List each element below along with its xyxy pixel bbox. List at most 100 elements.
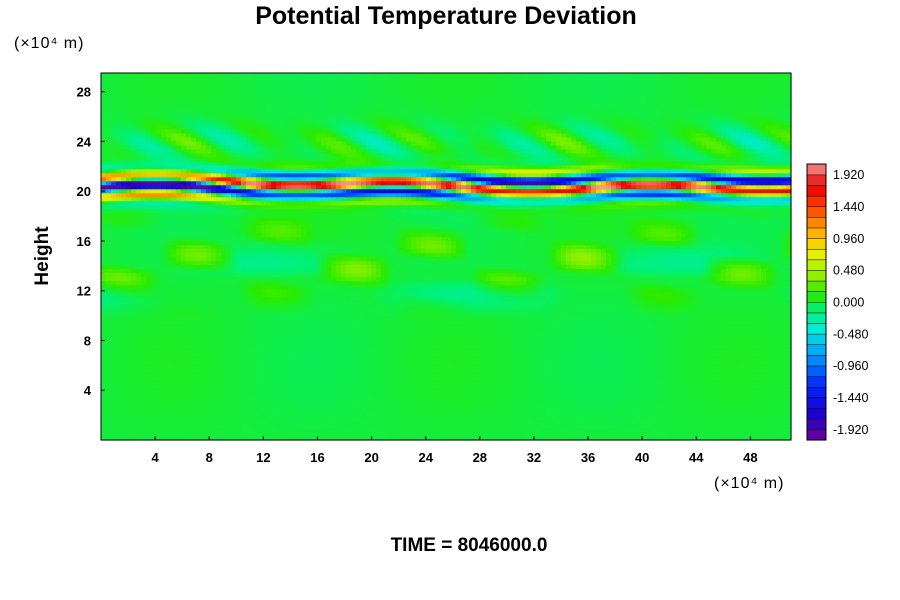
heatmap-cell (481, 384, 487, 389)
heatmap-cell (781, 296, 787, 301)
heatmap-cell (516, 324, 522, 329)
heatmap-cell (561, 428, 567, 433)
heatmap-cell (476, 304, 482, 309)
heatmap-cell (771, 364, 777, 369)
heatmap-cell (631, 392, 637, 397)
heatmap-cell (366, 352, 372, 357)
heatmap-cell (146, 296, 152, 301)
heatmap-cell (686, 372, 692, 377)
heatmap-cell (321, 396, 327, 401)
heatmap-cell (136, 376, 142, 381)
heatmap-cell (561, 320, 567, 325)
heatmap-cell (471, 364, 477, 369)
heatmap-cell (181, 364, 187, 369)
heatmap-cell (136, 400, 142, 405)
heatmap-cell (146, 348, 152, 353)
heatmap-cell (681, 328, 687, 333)
heatmap-cell (736, 300, 742, 305)
heatmap-cell (156, 400, 162, 405)
heatmap-cell (206, 368, 212, 373)
heatmap-cell (461, 296, 467, 301)
heatmap-cell (276, 436, 282, 441)
heatmap-cell (531, 392, 537, 397)
heatmap-cell (616, 352, 622, 357)
heatmap-cell (701, 320, 707, 325)
heatmap-cell (661, 420, 667, 425)
heatmap-cell (206, 388, 212, 393)
heatmap-cell (781, 304, 787, 309)
heatmap-cell (686, 352, 692, 357)
heatmap-cell (416, 340, 422, 345)
heatmap-cell (151, 424, 157, 429)
heatmap-cell (131, 384, 137, 389)
heatmap-cell (311, 296, 317, 301)
heatmap-cell (146, 392, 152, 397)
heatmap-cell (211, 404, 217, 409)
heatmap-cell (391, 372, 397, 377)
heatmap-cell (771, 424, 777, 429)
heatmap-cell (676, 368, 682, 373)
heatmap-cell (691, 312, 697, 317)
heatmap-cell (531, 428, 537, 433)
heatmap-cell (351, 396, 357, 401)
heatmap-cell (496, 316, 502, 321)
heatmap-cell (626, 420, 632, 425)
heatmap-cell (421, 396, 427, 401)
heatmap-cell (251, 352, 257, 357)
heatmap-cell (751, 436, 757, 441)
heatmap-cell (686, 388, 692, 393)
heatmap-cell (281, 324, 287, 329)
heatmap-cell (561, 324, 567, 329)
heatmap-cell (676, 352, 682, 357)
heatmap-cell (221, 428, 227, 433)
heatmap-cell (271, 372, 277, 377)
heatmap-cell (426, 332, 432, 337)
heatmap-cell (336, 312, 342, 317)
heatmap-cell (176, 396, 182, 401)
heatmap-cell (416, 376, 422, 381)
heatmap-cell (151, 336, 157, 341)
heatmap-cell (786, 416, 792, 421)
heatmap-cell (536, 420, 542, 425)
heatmap-cell (681, 408, 687, 413)
heatmap-cell (721, 372, 727, 377)
heatmap-cell (251, 408, 257, 413)
heatmap-cell (286, 316, 292, 321)
heatmap-cell (641, 424, 647, 429)
heatmap-cell (441, 320, 447, 325)
heatmap-cell (286, 368, 292, 373)
heatmap-cell (236, 428, 242, 433)
heatmap-cell (341, 424, 347, 429)
heatmap-cell (166, 300, 172, 305)
heatmap-cell (601, 300, 607, 305)
heatmap-cell (686, 404, 692, 409)
heatmap-cell (381, 300, 387, 305)
heatmap-cell (156, 316, 162, 321)
heatmap-cell (431, 296, 437, 301)
heatmap-cell (521, 400, 527, 405)
heatmap-cell (226, 368, 232, 373)
heatmap-cell (571, 404, 577, 409)
heatmap-cell (496, 412, 502, 417)
heatmap-cell (351, 368, 357, 373)
heatmap-cell (671, 328, 677, 333)
heatmap-cell (521, 372, 527, 377)
heatmap-cell (636, 372, 642, 377)
heatmap-cell (706, 344, 712, 349)
heatmap-cell (406, 328, 412, 333)
heatmap-cell (491, 432, 497, 437)
heatmap-cell (176, 336, 182, 341)
heatmap-cell (461, 304, 467, 309)
heatmap-cell (271, 364, 277, 369)
heatmap-cell (586, 372, 592, 377)
heatmap-cell (571, 412, 577, 417)
heatmap-cell (686, 336, 692, 341)
heatmap-cell (256, 400, 262, 405)
heatmap-cell (421, 356, 427, 361)
heatmap-cell (486, 352, 492, 357)
heatmap-cell (781, 324, 787, 329)
heatmap-cell (366, 368, 372, 373)
heatmap-cell (446, 352, 452, 357)
heatmap-cell (161, 344, 167, 349)
heatmap-cell (691, 328, 697, 333)
